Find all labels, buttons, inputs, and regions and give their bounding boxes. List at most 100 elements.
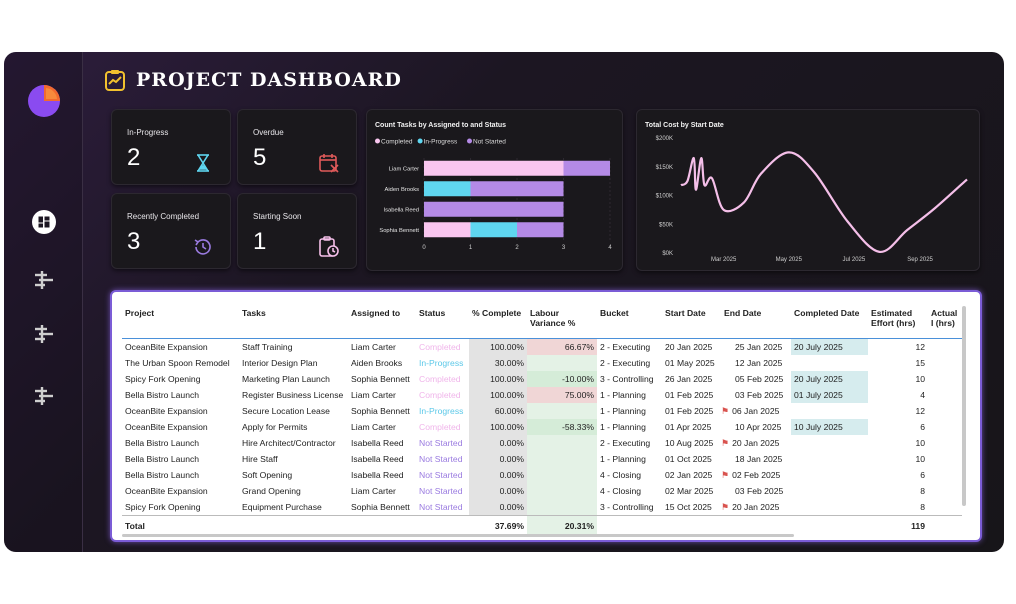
cell-text: Aiden Brooks — [351, 358, 403, 368]
column-header[interactable]: Actual I (hrs) — [928, 306, 962, 339]
cell-text: 01 Feb 2025 — [665, 406, 714, 416]
legend-marker — [375, 138, 380, 144]
total-cell — [597, 515, 662, 536]
tasks-table-card: Project Tasks Assigned to Status% Complete L… — [110, 290, 982, 542]
pie-chart-icon[interactable] — [27, 84, 61, 118]
table-cell: 01 Feb 2025 — [662, 403, 721, 419]
cell-text: Bella Bistro Launch — [125, 438, 200, 448]
kpi-starting-soon[interactable]: Starting Soon 1 — [237, 193, 357, 269]
column-header[interactable]: Assigned to — [348, 306, 416, 339]
horizontal-scrollbar[interactable] — [122, 534, 794, 537]
table-cell: 4 — [868, 387, 928, 403]
total-cell — [416, 515, 469, 536]
column-header[interactable]: Labour Variance % — [527, 306, 597, 339]
kpi-value: 2 — [127, 144, 141, 171]
table-row[interactable]: OceanBite Expansion Apply for Permits Liam… — [122, 419, 962, 435]
kpi-recently-completed[interactable]: Recently Completed 3 — [111, 193, 231, 269]
cell-text: Isabella Reed — [351, 438, 404, 448]
cell-text: 10 — [915, 454, 925, 464]
table-row[interactable]: OceanBite Expansion Secure Location Lease… — [122, 403, 962, 419]
table-cell: Bella Bistro Launch — [122, 467, 239, 483]
table-cell: 1 - Planning — [597, 403, 662, 419]
cell-text: The Urban Spoon Remodel — [125, 358, 230, 368]
table-cell: 6 — [868, 467, 928, 483]
cell-text: 01 Feb 2025 — [665, 390, 714, 400]
cell-text: 12 — [915, 406, 925, 416]
table-cell: 01 Oct 2025 — [662, 451, 721, 467]
table-cell: Isabella Reed — [348, 451, 416, 467]
cell-text: Not Started — [419, 454, 463, 464]
table-cell: 75.00% — [527, 387, 597, 403]
table-row[interactable]: Bella Bistro Launch Hire Architect/Contra… — [122, 435, 962, 451]
cell-text: Bella Bistro Launch — [125, 454, 200, 464]
table-row[interactable]: Spicy Fork Opening Equipment Purchase Soph… — [122, 499, 962, 516]
table-cell: Bella Bistro Launch — [122, 387, 239, 403]
table-row[interactable]: Bella Bistro Launch Soft Opening Isabella … — [122, 467, 962, 483]
table-cell: 100.00% — [469, 371, 527, 387]
table-row[interactable]: Bella Bistro Launch Hire Staff Isabella Re… — [122, 451, 962, 467]
bar-segment — [424, 181, 471, 197]
table-cell: 3 - Controlling — [597, 371, 662, 387]
cell-text: -10.00% — [561, 374, 594, 384]
calendar-x-icon — [319, 154, 339, 173]
gantt-nav-button-1[interactable] — [30, 266, 58, 294]
side-nav — [4, 52, 83, 552]
column-header[interactable]: Estimated Effort (hrs) — [868, 306, 928, 339]
column-header[interactable]: Start Date — [662, 306, 721, 339]
y-category-label: Aiden Brooks — [385, 187, 420, 193]
flag-icon: ⚑ — [721, 405, 730, 416]
cell-text: Spicy Fork Opening — [125, 502, 201, 512]
table-cell — [928, 435, 962, 451]
table-cell: Interior Design Plan — [239, 355, 348, 371]
cell-text: 12 — [915, 342, 925, 352]
table-cell — [791, 467, 868, 483]
series-line — [680, 151, 968, 253]
table-cell — [791, 451, 868, 467]
cell-text: 0.00% — [499, 486, 524, 496]
table-cell — [527, 451, 597, 467]
y-tick-label: $0K — [662, 251, 673, 257]
bar-segment — [517, 222, 564, 238]
dashboard-nav-button[interactable] — [30, 208, 58, 236]
table-cell: -58.33% — [527, 419, 597, 435]
column-header[interactable]: % Complete — [469, 306, 527, 339]
table-cell — [928, 387, 962, 403]
line-chart-title: Total Cost by Start Date — [645, 122, 724, 129]
column-header[interactable]: Completed Date — [791, 306, 868, 339]
column-header[interactable]: Project — [122, 306, 239, 339]
vertical-scrollbar[interactable] — [962, 306, 966, 506]
column-header[interactable]: Status — [416, 306, 469, 339]
cell-text: 3 - Controlling — [600, 374, 654, 384]
table-header-row: Project Tasks Assigned to Status% Complete L… — [122, 306, 962, 339]
table-cell: 0.00% — [469, 435, 527, 451]
cell-text: 10 Apr 2025 — [735, 422, 782, 432]
cell-text: Liam Carter — [351, 486, 396, 496]
table-cell: Spicy Fork Opening — [122, 371, 239, 387]
table-row[interactable]: The Urban Spoon Remodel Interior Design P… — [122, 355, 962, 371]
table-cell: 0.00% — [469, 451, 527, 467]
column-header[interactable]: Tasks — [239, 306, 348, 339]
gantt-nav-button-3[interactable] — [30, 382, 58, 410]
table-cell: Not Started — [416, 451, 469, 467]
total-cell — [721, 515, 791, 536]
table-row[interactable]: Bella Bistro Launch Register Business Lic… — [122, 387, 962, 403]
kpi-overdue[interactable]: Overdue 5 — [237, 109, 357, 185]
table-row[interactable]: OceanBite Expansion Grand Opening Liam Car… — [122, 483, 962, 499]
table-row[interactable]: OceanBite Expansion Staff Training Liam Ca… — [122, 338, 962, 356]
x-tick-label: 0 — [422, 245, 426, 251]
table-cell: 4 - Closing — [597, 483, 662, 499]
column-header[interactable]: End Date — [721, 306, 791, 339]
legend-label: In-Progress — [424, 139, 458, 146]
cell-text: Liam Carter — [351, 342, 396, 352]
table-row[interactable]: Spicy Fork Opening Marketing Plan Launch S… — [122, 371, 962, 387]
table-cell: 12 — [868, 403, 928, 419]
kpi-in-progress[interactable]: In-Progress 2 — [111, 109, 231, 185]
gantt-nav-button-2[interactable] — [30, 320, 58, 348]
column-header[interactable]: Bucket — [597, 306, 662, 339]
table-cell — [928, 371, 962, 387]
cell-text: 20 Jan 2025 — [732, 501, 780, 512]
table-cell: Liam Carter — [348, 339, 416, 356]
cell-text: 2 - Executing — [600, 342, 651, 352]
table-cell: 03 Feb 2025 — [721, 483, 791, 499]
cell-text: 8 — [920, 502, 925, 512]
